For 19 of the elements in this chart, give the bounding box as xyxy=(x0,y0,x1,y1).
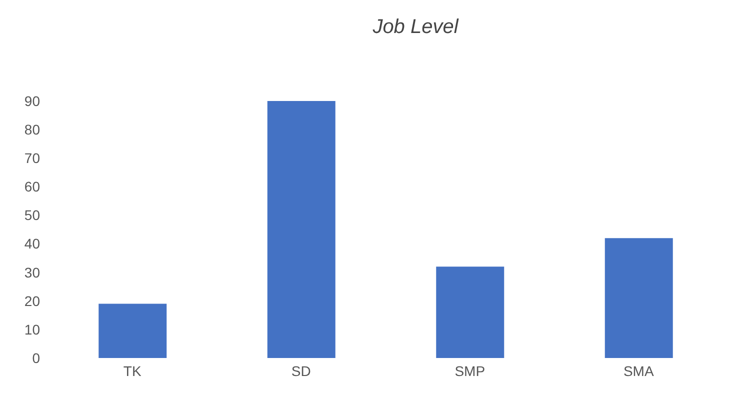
bar xyxy=(267,101,336,358)
y-tick-label: 90 xyxy=(24,92,40,109)
y-tick-label: 30 xyxy=(24,264,40,280)
y-tick-label: 10 xyxy=(24,321,40,338)
y-tick-label: 20 xyxy=(24,292,40,309)
x-tick-label: SMA xyxy=(623,362,654,379)
bar xyxy=(604,238,673,358)
x-tick-label: SD xyxy=(291,362,311,379)
bar xyxy=(436,266,504,358)
y-tick-label: 50 xyxy=(24,207,40,224)
x-tick-label: SMP xyxy=(454,362,486,379)
y-tick-label: 70 xyxy=(24,150,40,166)
chart-title: Job Level xyxy=(372,15,460,40)
y-tick-label: 0 xyxy=(32,350,40,366)
y-tick-label: 40 xyxy=(24,236,40,252)
x-tick-label: TK xyxy=(123,362,142,379)
y-tick-label: 60 xyxy=(24,178,40,195)
bar xyxy=(98,304,167,358)
y-tick-label: 80 xyxy=(24,122,40,138)
